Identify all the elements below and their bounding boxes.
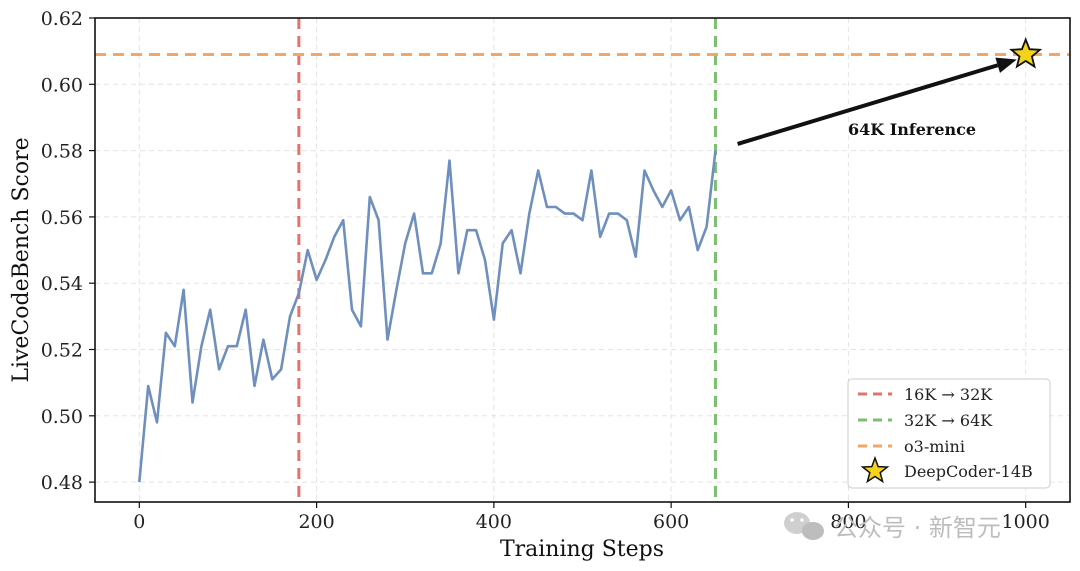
axis-ticks: 0 200 400 600 800 1000 0.48 0.50 0.52 0.54 0.56 0.5… bbox=[41, 8, 1050, 533]
y-tick-label: 0.58 bbox=[41, 141, 83, 163]
y-tick-label: 0.60 bbox=[41, 74, 83, 96]
annotation-label: 64K Inference bbox=[848, 120, 976, 139]
legend-label-o3-mini: o3-mini bbox=[904, 437, 965, 456]
plot-frame bbox=[94, 17, 1071, 503]
y-tick-label: 0.52 bbox=[41, 340, 83, 362]
y-tick-label: 0.50 bbox=[41, 406, 83, 428]
y-tick-label: 0.54 bbox=[41, 273, 83, 295]
legend-label-32k-64k: 32K → 64K bbox=[904, 411, 993, 430]
deepcoder-star-marker bbox=[1009, 37, 1043, 69]
annotation-layer: 64K Inference bbox=[737, 37, 1043, 146]
y-tick-label: 0.56 bbox=[41, 207, 83, 229]
x-axis-title: Training Steps bbox=[500, 537, 664, 562]
x-tick-label: 400 bbox=[476, 511, 512, 533]
legend-label-16k-32k: 16K → 32K bbox=[904, 385, 993, 404]
legend-box bbox=[847, 378, 1051, 489]
x-tick-label: 1000 bbox=[1002, 511, 1050, 533]
wechat-icon bbox=[784, 512, 824, 540]
legend: 16K → 32K 32K → 64K o3-mini DeepCoder-14… bbox=[847, 378, 1051, 489]
legend-star-icon bbox=[860, 455, 890, 484]
x-tick-label: 200 bbox=[298, 511, 334, 533]
series-line bbox=[138, 150, 717, 483]
y-tick-label: 0.48 bbox=[41, 472, 83, 494]
series-layer bbox=[138, 150, 717, 483]
annotation-arrowhead bbox=[995, 57, 1017, 73]
watermark: 公众号 · 新智元 bbox=[784, 512, 1001, 542]
annotation-arrow bbox=[737, 63, 999, 146]
watermark-text: 公众号 · 新智元 bbox=[834, 514, 1001, 542]
x-tick-label: 0 bbox=[133, 511, 145, 533]
y-tick-label: 0.62 bbox=[41, 8, 83, 30]
x-tick-label: 600 bbox=[653, 511, 689, 533]
x-tick-label: 800 bbox=[830, 511, 866, 533]
legend-label-deepcoder: DeepCoder-14B bbox=[904, 462, 1033, 481]
reference-lines bbox=[95, 18, 1070, 502]
y-axis-title: LiveCodeBench Score bbox=[9, 137, 34, 382]
